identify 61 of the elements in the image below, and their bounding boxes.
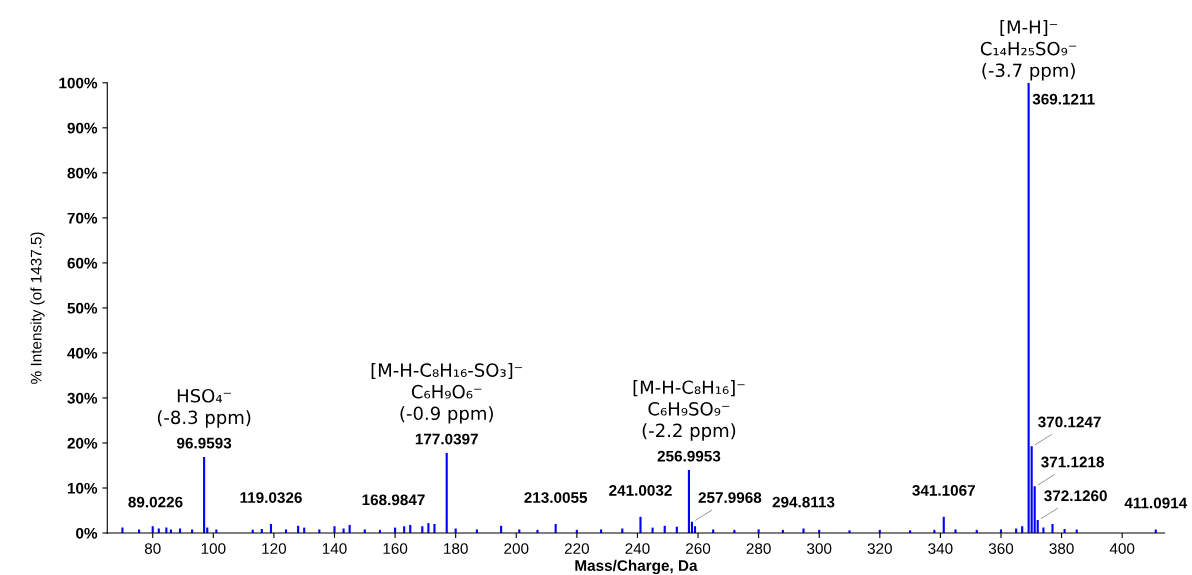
annotation: 370.1247 (1038, 416, 1101, 428)
x-tick-label: 300 (807, 543, 832, 554)
bar (687, 469, 690, 534)
annotation: 96.9593 (177, 437, 232, 449)
x-tick-label: 140 (322, 543, 347, 554)
bar (848, 530, 851, 534)
annotation: 372.1260 (1044, 490, 1107, 502)
y-tick-label: 100% (59, 77, 98, 89)
bar (954, 529, 957, 534)
x-tick-label: 120 (262, 543, 287, 554)
x-tick-label: 320 (867, 543, 892, 554)
bar (333, 526, 336, 534)
annotation: 177.0397 (415, 433, 478, 445)
annotation: 341.1067 (912, 484, 975, 496)
annotation: 369.1211 (1032, 93, 1095, 105)
x-tick-label: 80 (144, 543, 161, 554)
x-tick-label: 100 (201, 543, 226, 554)
annotation: 168.9847 (362, 494, 425, 506)
annotation: 371.1218 (1041, 456, 1104, 468)
x-tick-label: 280 (746, 543, 771, 554)
y-tick-label: 60% (67, 257, 98, 269)
y-tick-label: 40% (67, 347, 98, 359)
annotation: 213.0055 (524, 492, 588, 504)
annotation: 294.8113 (772, 496, 835, 508)
y-tick-label: 10% (67, 482, 98, 494)
annotation: 119.0326 (240, 492, 302, 504)
annotation: 411.0914 (1124, 497, 1188, 509)
annotation: [M-H-C₈H₁₆]⁻ C₆H₉SO₉⁻ (-2.2 ppm) (633, 380, 745, 441)
annotation: [M-H]⁻ C₁₄H₂₅SO₉⁻ (-3.7 ppm) (980, 19, 1077, 81)
bar (1027, 82, 1030, 534)
bar (445, 452, 448, 534)
bar (1051, 524, 1054, 534)
bar (639, 516, 642, 534)
y-tick-label: 80% (67, 167, 98, 179)
y-axis-title: % Intensity (of 1437.5) (30, 232, 45, 384)
annotation: [M-H-C₈H₁₆-SO₃]⁻ C₆H₉O₆⁻ (-0.9 ppm) (371, 362, 523, 424)
x-tick-label: 380 (1049, 543, 1074, 554)
y-tick-label: 90% (67, 122, 98, 134)
annotation: 257.9968 (698, 492, 762, 503)
x-tick-label: 220 (564, 543, 590, 554)
x-tick-label: 160 (383, 543, 408, 554)
x-tick-label: 180 (444, 543, 468, 554)
annotation: 241.0032 (609, 484, 672, 496)
bar (433, 524, 436, 534)
y-tick-label: 0% (76, 527, 98, 539)
y-tick-label: 30% (67, 392, 98, 404)
x-tick-label: 200 (504, 543, 529, 554)
bar (203, 456, 206, 534)
x-tick-label: 260 (686, 543, 711, 554)
x-tick-label: 340 (928, 543, 953, 554)
annotation: 256.9953 (657, 450, 721, 462)
y-tick-label: 20% (67, 437, 98, 449)
x-tick-label: 240 (625, 543, 650, 554)
x-tick-label: 400 (1109, 543, 1135, 554)
y-tick-label: 50% (67, 302, 98, 314)
x-axis-title: Mass/Charge, Da (575, 559, 698, 575)
bar (802, 528, 805, 534)
annotation: 89.0226 (128, 496, 183, 508)
annotation: HSO₄⁻ (-8.3 ppm) (157, 388, 251, 428)
x-tick-label: 360 (988, 543, 1014, 554)
y-tick-label: 70% (67, 212, 98, 224)
